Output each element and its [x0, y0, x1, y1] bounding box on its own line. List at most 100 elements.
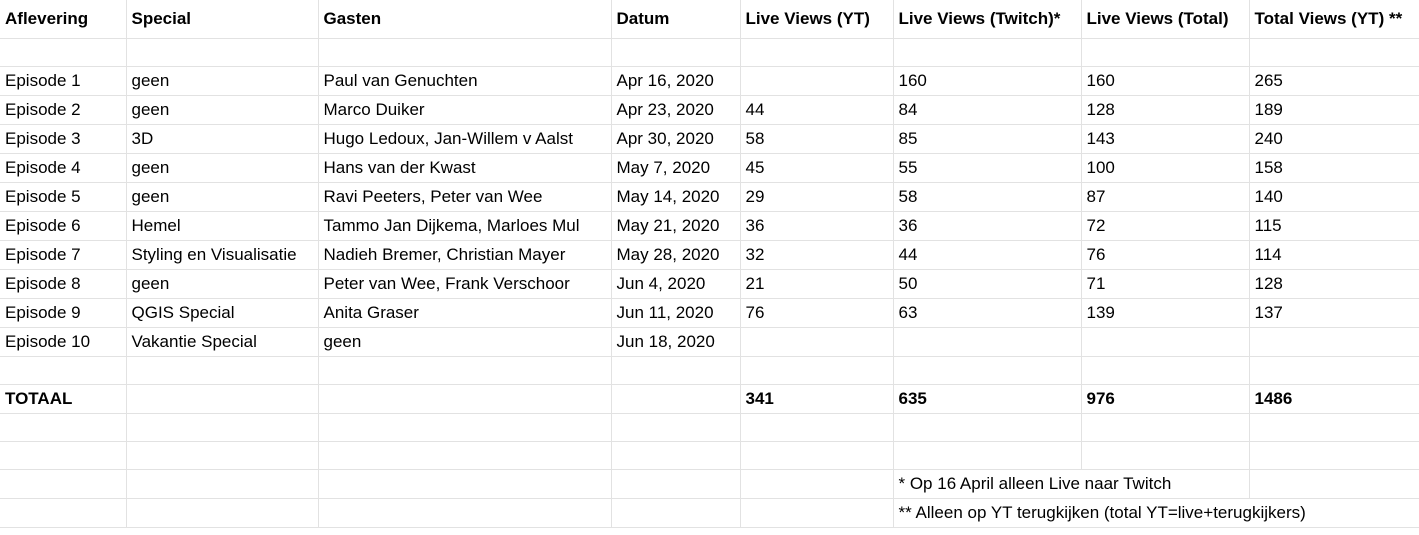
live-twitch-cell[interactable]: 55	[893, 153, 1082, 183]
live-twitch-cell[interactable]: 44	[893, 240, 1082, 270]
table-cell[interactable]	[0, 441, 127, 470]
total-yt-cell[interactable]: 265	[1249, 66, 1419, 96]
aflevering-cell[interactable]: Episode 10	[0, 327, 127, 357]
live-yt-cell[interactable]: 21	[740, 269, 894, 299]
table-cell[interactable]	[0, 356, 127, 385]
datum-cell[interactable]: Apr 30, 2020	[611, 124, 741, 154]
table-cell[interactable]	[611, 469, 741, 499]
aflevering-cell[interactable]: Episode 9	[0, 298, 127, 328]
table-cell[interactable]	[126, 498, 319, 528]
table-cell[interactable]	[1081, 356, 1250, 385]
table-cell[interactable]	[126, 413, 319, 442]
live-twitch-cell[interactable]: 63	[893, 298, 1082, 328]
aflevering-cell[interactable]: Episode 4	[0, 153, 127, 183]
gasten-cell[interactable]: Marco Duiker	[318, 95, 612, 125]
live-yt-cell[interactable]	[740, 327, 894, 357]
table-cell[interactable]	[611, 498, 741, 528]
table-cell[interactable]	[893, 413, 1082, 442]
table-cell[interactable]	[318, 413, 612, 442]
total-live-total-cell[interactable]: 976	[1081, 384, 1250, 414]
live-total-cell[interactable]: 76	[1081, 240, 1250, 270]
total-live-twitch-cell[interactable]: 635	[893, 384, 1082, 414]
live-total-cell[interactable]: 71	[1081, 269, 1250, 299]
table-cell[interactable]	[893, 38, 1082, 67]
live-total-cell[interactable]	[1081, 327, 1250, 357]
header-cell[interactable]: Special	[126, 0, 319, 39]
live-twitch-cell[interactable]: 58	[893, 182, 1082, 212]
table-cell[interactable]	[318, 384, 612, 414]
table-cell[interactable]	[318, 38, 612, 67]
special-cell[interactable]: geen	[126, 95, 319, 125]
totals-label-cell[interactable]: TOTAAL	[0, 384, 127, 414]
live-total-cell[interactable]: 87	[1081, 182, 1250, 212]
table-cell[interactable]	[1249, 469, 1419, 499]
datum-cell[interactable]: Apr 16, 2020	[611, 66, 741, 96]
live-yt-cell[interactable]: 32	[740, 240, 894, 270]
header-cell[interactable]: Live Views (Twitch)*	[893, 0, 1082, 39]
gasten-cell[interactable]: Tammo Jan Dijkema, Marloes Mul	[318, 211, 612, 241]
live-total-cell[interactable]: 160	[1081, 66, 1250, 96]
datum-cell[interactable]: May 28, 2020	[611, 240, 741, 270]
total-yt-cell[interactable]: 115	[1249, 211, 1419, 241]
header-cell[interactable]: Datum	[611, 0, 741, 39]
datum-cell[interactable]: Apr 23, 2020	[611, 95, 741, 125]
header-cell[interactable]: Aflevering	[0, 0, 127, 39]
live-total-cell[interactable]: 72	[1081, 211, 1250, 241]
table-cell[interactable]	[0, 469, 127, 499]
live-yt-cell[interactable]: 36	[740, 211, 894, 241]
special-cell[interactable]: Styling en Visualisatie	[126, 240, 319, 270]
table-cell[interactable]	[740, 469, 894, 499]
total-yt-cell[interactable]: 140	[1249, 182, 1419, 212]
aflevering-cell[interactable]: Episode 1	[0, 66, 127, 96]
table-cell[interactable]	[126, 469, 319, 499]
table-cell[interactable]	[893, 441, 1082, 470]
total-yt-cell[interactable]: 240	[1249, 124, 1419, 154]
gasten-cell[interactable]: Paul van Genuchten	[318, 66, 612, 96]
table-cell[interactable]	[893, 356, 1082, 385]
special-cell[interactable]: 3D	[126, 124, 319, 154]
table-cell[interactable]	[1249, 441, 1419, 470]
live-yt-cell[interactable]	[740, 66, 894, 96]
table-cell[interactable]	[318, 356, 612, 385]
table-cell[interactable]	[126, 384, 319, 414]
gasten-cell[interactable]: Anita Graser	[318, 298, 612, 328]
datum-cell[interactable]: Jun 4, 2020	[611, 269, 741, 299]
header-cell[interactable]: Live Views (YT)	[740, 0, 894, 39]
table-cell[interactable]	[0, 413, 127, 442]
table-cell[interactable]	[611, 413, 741, 442]
table-cell[interactable]	[318, 469, 612, 499]
gasten-cell[interactable]: Peter van Wee, Frank Verschoor	[318, 269, 612, 299]
total-views-yt-cell[interactable]: 1486	[1249, 384, 1419, 414]
gasten-cell[interactable]: Hans van der Kwast	[318, 153, 612, 183]
total-yt-cell[interactable]: 128	[1249, 269, 1419, 299]
live-yt-cell[interactable]: 29	[740, 182, 894, 212]
table-cell[interactable]	[1081, 441, 1250, 470]
table-cell[interactable]	[1249, 413, 1419, 442]
table-cell[interactable]	[611, 441, 741, 470]
live-twitch-cell[interactable]: 50	[893, 269, 1082, 299]
gasten-cell[interactable]: geen	[318, 327, 612, 357]
table-cell[interactable]	[126, 38, 319, 67]
total-yt-cell[interactable]: 137	[1249, 298, 1419, 328]
live-twitch-cell[interactable]: 160	[893, 66, 1082, 96]
live-yt-cell[interactable]: 45	[740, 153, 894, 183]
live-twitch-cell[interactable]: 84	[893, 95, 1082, 125]
aflevering-cell[interactable]: Episode 8	[0, 269, 127, 299]
footnote-yt[interactable]: ** Alleen op YT terugkijken (total YT=li…	[893, 498, 1306, 528]
special-cell[interactable]: QGIS Special	[126, 298, 319, 328]
footnote-twitch[interactable]: * Op 16 April alleen Live naar Twitch	[893, 469, 1171, 499]
live-yt-cell[interactable]: 44	[740, 95, 894, 125]
live-twitch-cell[interactable]: 85	[893, 124, 1082, 154]
special-cell[interactable]: Hemel	[126, 211, 319, 241]
aflevering-cell[interactable]: Episode 3	[0, 124, 127, 154]
total-yt-cell[interactable]: 158	[1249, 153, 1419, 183]
table-cell[interactable]	[126, 356, 319, 385]
total-yt-cell[interactable]: 189	[1249, 95, 1419, 125]
live-total-cell[interactable]: 143	[1081, 124, 1250, 154]
gasten-cell[interactable]: Ravi Peeters, Peter van Wee	[318, 182, 612, 212]
live-yt-cell[interactable]: 58	[740, 124, 894, 154]
table-cell[interactable]	[611, 38, 741, 67]
special-cell[interactable]: geen	[126, 153, 319, 183]
table-cell[interactable]	[740, 38, 894, 67]
aflevering-cell[interactable]: Episode 5	[0, 182, 127, 212]
